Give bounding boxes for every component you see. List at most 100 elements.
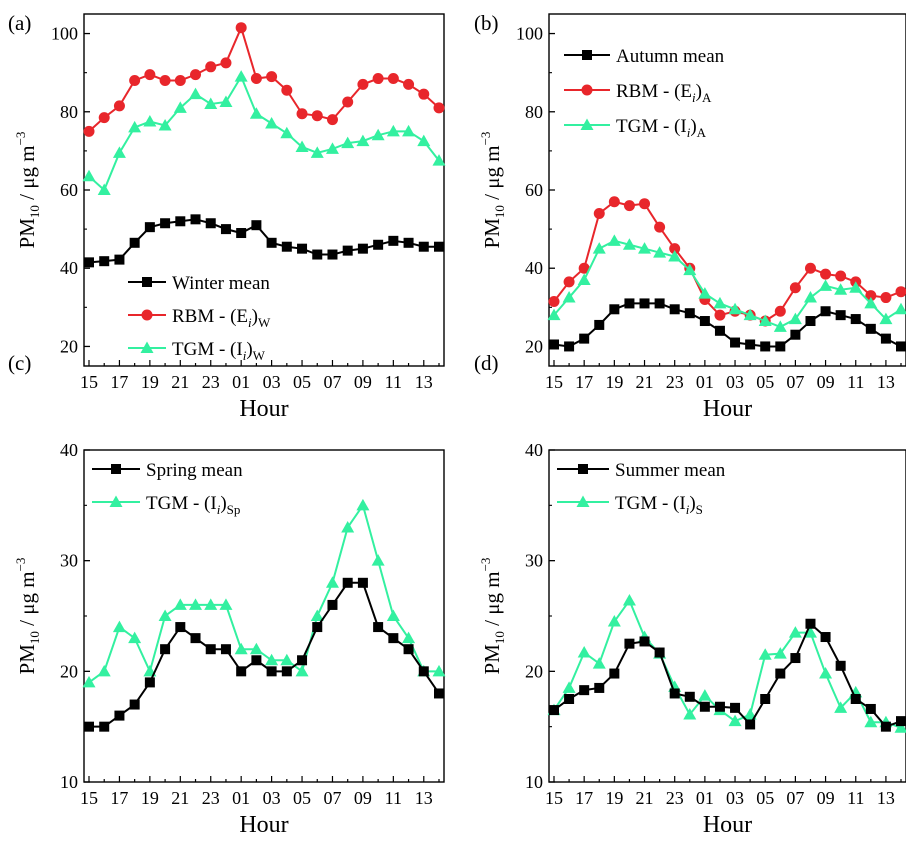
legend-entry: TGM - (Ii)A xyxy=(616,116,707,140)
data-point xyxy=(669,688,680,699)
data-point xyxy=(144,69,156,81)
legend-entry: Summer mean xyxy=(615,460,726,481)
data-point xyxy=(594,319,605,330)
data-point xyxy=(265,653,279,666)
x-tick-label: 07 xyxy=(786,788,804,808)
series-line xyxy=(553,622,902,728)
data-point xyxy=(144,677,155,688)
legend-entry: TGM - (Ii)W xyxy=(172,339,266,363)
y-axis-title: PM10 / μg m−3 xyxy=(478,132,507,249)
data-point xyxy=(112,620,126,633)
data-point xyxy=(549,705,559,716)
data-point xyxy=(189,87,203,100)
data-point xyxy=(434,688,444,699)
series-summer-mean xyxy=(549,618,906,732)
y-axis-title-part: / μg m xyxy=(15,571,39,631)
data-point xyxy=(579,685,590,696)
x-tick-label: 23 xyxy=(202,788,220,808)
data-point xyxy=(386,609,400,621)
series-spring-mean xyxy=(84,577,444,732)
x-axis-title: Hour xyxy=(703,812,752,838)
y-axis-title-part: PM xyxy=(480,644,504,675)
data-point xyxy=(295,140,309,152)
y-axis-title-part: −3 xyxy=(13,132,28,146)
data-point xyxy=(387,73,399,85)
data-point xyxy=(250,73,262,85)
y-tick-label: 20 xyxy=(525,661,543,681)
data-point xyxy=(388,235,399,246)
legend-text-part: ) xyxy=(220,493,226,514)
y-tick-label: 20 xyxy=(60,661,78,681)
x-tick-label: 09 xyxy=(354,372,372,392)
x-tick-label: 23 xyxy=(666,788,684,808)
data-point xyxy=(175,216,186,227)
data-point xyxy=(760,694,771,704)
legend-entry: Autumn mean xyxy=(616,46,725,67)
data-point xyxy=(220,57,232,69)
data-point xyxy=(281,84,293,96)
legend-text-part: i xyxy=(217,502,221,517)
data-point xyxy=(592,657,606,669)
data-point xyxy=(373,622,384,633)
legend-marker xyxy=(111,464,121,474)
data-point xyxy=(773,647,787,659)
legend-text-part: i xyxy=(687,125,691,140)
data-point xyxy=(668,249,682,262)
panel-label: (d) xyxy=(474,351,499,375)
x-tick-label: 15 xyxy=(545,788,563,808)
y-tick-label: 30 xyxy=(525,551,543,571)
data-point xyxy=(894,721,906,733)
data-point xyxy=(311,110,323,122)
data-point xyxy=(249,642,263,655)
data-point xyxy=(714,325,725,336)
legend-text-part: i xyxy=(243,348,247,363)
data-point xyxy=(683,263,697,276)
data-point xyxy=(820,632,831,643)
y-axis-title-part: 10 xyxy=(27,631,42,644)
x-tick-label: 05 xyxy=(756,788,774,808)
data-point xyxy=(418,241,429,252)
y-axis-title-part: 10 xyxy=(27,205,42,218)
data-point xyxy=(638,242,652,254)
series-rbm-ei-a xyxy=(548,196,906,327)
data-point xyxy=(803,291,817,303)
data-point xyxy=(728,714,742,727)
y-axis-title: PM10 / μg m−3 xyxy=(478,558,507,675)
x-tick-label: 03 xyxy=(263,788,281,808)
legend-entry: TGM - (Ii)Sp xyxy=(146,493,240,517)
data-point xyxy=(683,707,697,720)
data-point xyxy=(819,279,833,291)
data-point xyxy=(743,707,757,720)
chart-panel-a: 20 40 60 80 100 15 17 19 21 23 01 03 05 07 09 11 13 Hour P… xyxy=(8,11,446,422)
legend-text-part: ) xyxy=(252,306,258,327)
data-point xyxy=(403,644,414,655)
data-point xyxy=(342,577,353,588)
series-line xyxy=(88,502,439,684)
data-point xyxy=(790,329,801,340)
data-point xyxy=(896,716,906,727)
y-axis-title-part: 10 xyxy=(492,205,507,218)
x-tick-label: 13 xyxy=(877,372,895,392)
x-tick-label: 05 xyxy=(756,372,774,392)
data-point xyxy=(388,633,399,644)
data-point xyxy=(357,577,368,588)
data-point xyxy=(654,647,665,658)
series-line xyxy=(553,598,902,729)
data-point xyxy=(234,70,248,82)
data-point xyxy=(266,71,278,83)
series-winter-mean xyxy=(84,214,444,268)
data-point xyxy=(835,310,846,321)
x-tick-label: 09 xyxy=(817,788,835,808)
data-point xyxy=(236,666,247,677)
data-point xyxy=(622,238,636,250)
legend-marker xyxy=(109,495,123,507)
x-tick-label: 17 xyxy=(110,372,128,392)
data-point xyxy=(579,333,590,344)
legend-text-part: ) xyxy=(246,339,252,360)
data-point xyxy=(266,666,277,677)
data-point xyxy=(864,296,878,309)
data-point xyxy=(730,337,741,348)
data-point xyxy=(432,154,446,166)
